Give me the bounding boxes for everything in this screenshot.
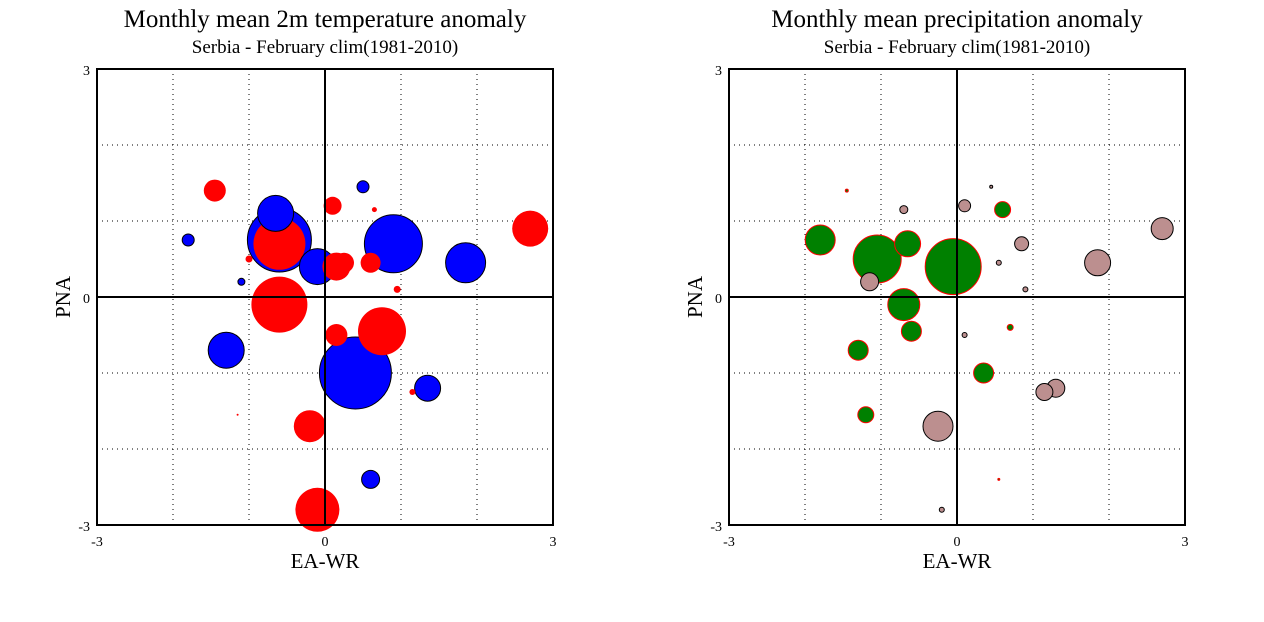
y-tick-label: 3	[715, 64, 722, 79]
data-point	[245, 255, 253, 263]
data-point	[409, 389, 416, 395]
plot-frame	[728, 68, 1186, 526]
data-point	[360, 252, 381, 273]
data-point	[924, 238, 982, 296]
y-tick-label: -3	[78, 520, 90, 535]
data-point	[356, 180, 370, 194]
y-tick-label: 3	[83, 64, 90, 79]
data-point	[894, 230, 922, 258]
data-point	[295, 487, 340, 532]
data-point	[203, 179, 226, 202]
data-point	[857, 406, 875, 424]
data-point	[445, 242, 487, 284]
data-point	[1084, 249, 1112, 277]
grid-lines	[729, 69, 1185, 525]
x-tick-label: 0	[954, 535, 961, 550]
data-point	[251, 276, 308, 333]
x-tick-label: 0	[322, 535, 329, 550]
x-tick-label: 3	[550, 535, 557, 550]
data-point	[938, 506, 945, 513]
data-point	[1006, 323, 1014, 331]
x-tick-label: -3	[91, 535, 103, 550]
data-point	[181, 233, 195, 247]
data-point	[393, 285, 401, 293]
x-tick-label: 3	[1182, 535, 1189, 550]
y-tick-label: 0	[715, 292, 722, 307]
data-point	[958, 199, 972, 213]
data-point	[1035, 383, 1054, 401]
data-point	[997, 477, 1001, 481]
data-point	[852, 234, 902, 284]
data-point	[844, 188, 849, 193]
data-point	[257, 194, 295, 232]
data-point	[253, 217, 306, 270]
data-point	[207, 331, 245, 369]
y-axis-label: PNA	[51, 275, 75, 318]
data-point	[323, 196, 342, 215]
data-point	[1150, 217, 1174, 241]
data-point	[325, 324, 348, 346]
data-point	[293, 410, 326, 443]
data-point	[804, 224, 836, 256]
y-tick-label: -3	[710, 520, 722, 535]
data-point	[995, 259, 1002, 266]
data-point	[361, 469, 381, 489]
data-point	[989, 184, 994, 189]
data-point	[237, 277, 246, 286]
data-point	[860, 272, 880, 292]
panel-temperature: Monthly mean 2m temperature anomaly Serb…	[51, 6, 557, 573]
panel-precipitation: Monthly mean precipitation anomaly Serbi…	[683, 6, 1189, 573]
data-point	[900, 320, 922, 342]
data-points	[181, 179, 549, 532]
y-tick-label: 0	[83, 292, 90, 307]
x-axis-label: EA-WR	[291, 549, 360, 573]
x-tick-label: -3	[723, 535, 735, 550]
x-axis-label: EA-WR	[923, 549, 992, 573]
data-point	[358, 307, 406, 356]
chart-title: Monthly mean 2m temperature anomaly	[124, 6, 527, 33]
data-point	[899, 205, 909, 215]
data-point	[512, 210, 549, 247]
data-point	[1014, 236, 1030, 252]
chart-subtitle: Serbia - February clim(1981-2010)	[192, 37, 458, 58]
data-point	[236, 413, 239, 416]
data-point	[922, 410, 954, 442]
data-point	[887, 288, 921, 322]
data-point	[414, 374, 442, 402]
data-point	[1022, 286, 1029, 293]
data-point	[973, 362, 995, 384]
plot-frame	[96, 68, 554, 526]
data-points	[804, 184, 1174, 513]
data-point	[318, 336, 392, 410]
grid-lines	[97, 69, 553, 525]
data-point	[371, 207, 377, 213]
data-point	[961, 332, 968, 338]
data-point	[994, 201, 1012, 219]
data-point	[334, 252, 354, 273]
chart-title: Monthly mean precipitation anomaly	[771, 6, 1143, 33]
data-point	[847, 339, 869, 361]
chart-subtitle: Serbia - February clim(1981-2010)	[824, 37, 1090, 58]
y-axis-label: PNA	[683, 275, 707, 318]
